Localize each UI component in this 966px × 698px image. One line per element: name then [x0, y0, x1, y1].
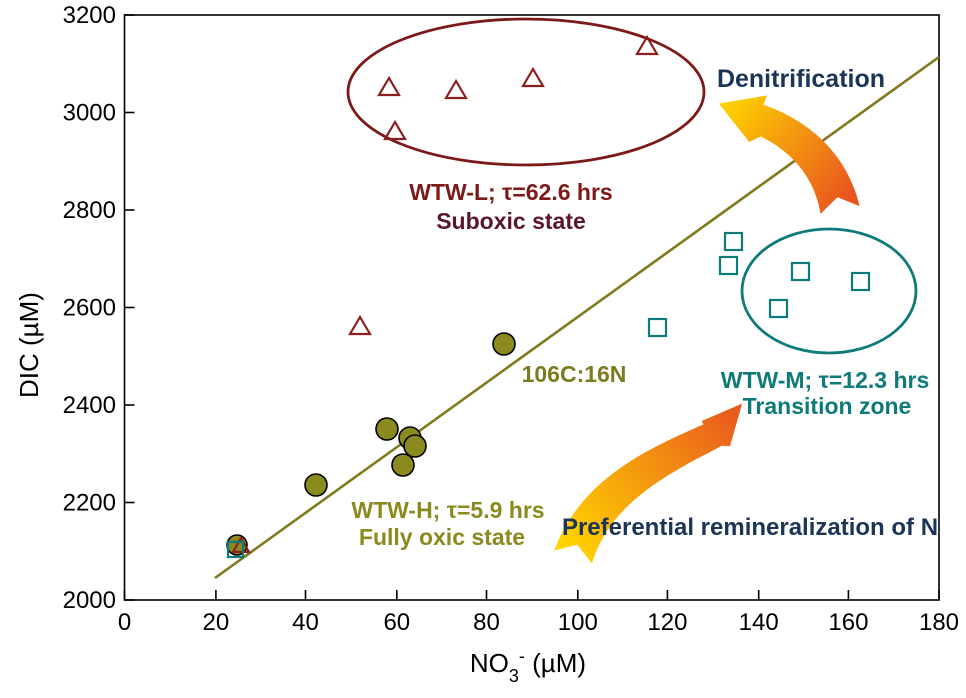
- svg-text:NO3- (µM): NO3- (µM): [470, 646, 586, 686]
- svg-text:180: 180: [919, 609, 959, 636]
- svg-text:2600: 2600: [63, 295, 116, 322]
- svg-text:Transition zone: Transition zone: [743, 393, 912, 419]
- svg-text:2800: 2800: [63, 197, 116, 224]
- svg-text:Fully oxic state: Fully oxic state: [359, 524, 525, 550]
- svg-text:Suboxic state: Suboxic state: [436, 208, 586, 234]
- svg-text:DIC (µM): DIC (µM): [14, 292, 44, 398]
- svg-text:3000: 3000: [63, 100, 116, 127]
- svg-text:Preferential remineralization: Preferential remineralization of N: [562, 514, 938, 541]
- svg-text:20: 20: [203, 609, 230, 636]
- svg-text:140: 140: [739, 609, 779, 636]
- svg-text:160: 160: [828, 609, 868, 636]
- svg-text:106C:16N: 106C:16N: [522, 361, 627, 387]
- svg-text:Denitrification: Denitrification: [717, 65, 885, 93]
- svg-text:60: 60: [383, 609, 410, 636]
- svg-text:2200: 2200: [63, 490, 116, 517]
- svg-text:120: 120: [647, 609, 687, 636]
- svg-text:100: 100: [558, 609, 598, 636]
- svg-text:0: 0: [118, 609, 131, 636]
- svg-text:2000: 2000: [63, 587, 116, 614]
- svg-text:3200: 3200: [63, 2, 116, 29]
- svg-text:WTW-M; τ=12.3 hrs: WTW-M; τ=12.3 hrs: [721, 367, 930, 393]
- svg-text:2400: 2400: [63, 392, 116, 419]
- svg-text:40: 40: [292, 609, 319, 636]
- svg-text:80: 80: [473, 609, 500, 636]
- svg-text:WTW-H; τ=5.9 hrs: WTW-H; τ=5.9 hrs: [351, 497, 544, 523]
- svg-text:WTW-L; τ=62.6 hrs: WTW-L; τ=62.6 hrs: [409, 179, 612, 205]
